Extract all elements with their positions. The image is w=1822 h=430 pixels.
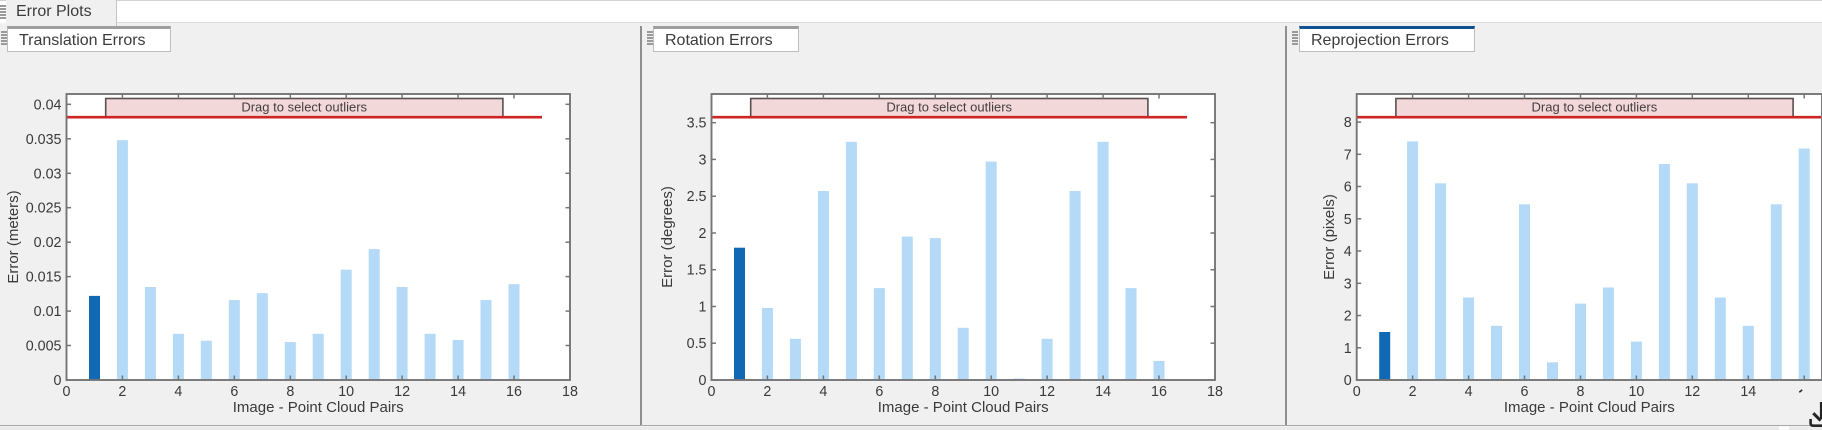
svg-text:8: 8 xyxy=(1577,384,1585,400)
svg-text:4: 4 xyxy=(1465,384,1473,400)
svg-text:16: 16 xyxy=(1151,384,1167,400)
svg-text:Error (pixels): Error (pixels) xyxy=(1321,194,1338,280)
svg-text:14: 14 xyxy=(450,384,466,400)
svg-text:18: 18 xyxy=(1207,384,1223,400)
svg-text:7: 7 xyxy=(1344,147,1352,163)
svg-text:Image - Point Cloud Pairs: Image - Point Cloud Pairs xyxy=(878,399,1049,416)
svg-text:Error (degrees): Error (degrees) xyxy=(659,186,676,288)
svg-text:0: 0 xyxy=(1353,384,1361,400)
svg-text:1: 1 xyxy=(1344,341,1352,357)
svg-text:0.005: 0.005 xyxy=(26,339,62,355)
svg-text:0: 0 xyxy=(699,373,707,389)
svg-text:0: 0 xyxy=(708,384,716,400)
svg-text:6: 6 xyxy=(230,384,238,400)
svg-text:4: 4 xyxy=(819,384,827,400)
svg-text:6: 6 xyxy=(1344,180,1352,196)
svg-text:10: 10 xyxy=(1628,384,1644,400)
svg-text:1: 1 xyxy=(699,300,707,316)
svg-text:2: 2 xyxy=(1409,384,1417,400)
svg-text:4: 4 xyxy=(174,384,182,400)
svg-text:2: 2 xyxy=(1344,309,1352,325)
svg-text:0.02: 0.02 xyxy=(34,235,62,251)
svg-text:6: 6 xyxy=(875,384,883,400)
svg-text:8: 8 xyxy=(931,384,939,400)
svg-text:0.015: 0.015 xyxy=(26,270,62,286)
svg-text:18: 18 xyxy=(562,384,578,400)
svg-text:3: 3 xyxy=(699,152,707,168)
svg-text:2.5: 2.5 xyxy=(687,189,707,205)
svg-text:0.025: 0.025 xyxy=(26,201,62,217)
svg-text:3: 3 xyxy=(1344,276,1352,292)
svg-text:2: 2 xyxy=(118,384,126,400)
svg-text:0.035: 0.035 xyxy=(26,132,62,148)
svg-text:0.03: 0.03 xyxy=(34,166,62,182)
svg-text:0: 0 xyxy=(54,373,62,389)
svg-text:5: 5 xyxy=(1344,212,1352,228)
svg-text:14: 14 xyxy=(1740,384,1756,400)
svg-text:Drag to select outliers: Drag to select outliers xyxy=(241,100,367,115)
svg-text:Image - Point Cloud Pairs: Image - Point Cloud Pairs xyxy=(233,399,404,416)
svg-text:0.01: 0.01 xyxy=(34,304,62,320)
svg-text:12: 12 xyxy=(1039,384,1055,400)
svg-text:0: 0 xyxy=(1344,373,1352,389)
svg-text:1.5: 1.5 xyxy=(687,263,707,279)
svg-text:10: 10 xyxy=(338,384,354,400)
svg-text:Image - Point Cloud Pairs: Image - Point Cloud Pairs xyxy=(1504,399,1675,416)
svg-text:2: 2 xyxy=(699,226,707,242)
svg-text:Drag to select outliers: Drag to select outliers xyxy=(886,100,1012,115)
svg-text:Error (meters): Error (meters) xyxy=(5,190,22,283)
svg-text:0.5: 0.5 xyxy=(687,336,707,352)
svg-text:12: 12 xyxy=(394,384,410,400)
svg-text:16: 16 xyxy=(506,384,522,400)
svg-text:3.5: 3.5 xyxy=(687,116,707,132)
svg-text:12: 12 xyxy=(1684,384,1700,400)
svg-text:8: 8 xyxy=(286,384,294,400)
svg-text:4: 4 xyxy=(1344,244,1352,260)
svg-text:6: 6 xyxy=(1521,384,1529,400)
svg-text:14: 14 xyxy=(1095,384,1111,400)
svg-text:Drag to select outliers: Drag to select outliers xyxy=(1532,100,1658,115)
svg-text:10: 10 xyxy=(983,384,999,400)
svg-text:8: 8 xyxy=(1344,115,1352,131)
svg-text:0: 0 xyxy=(63,384,71,400)
svg-text:0.04: 0.04 xyxy=(34,97,62,113)
svg-text:2: 2 xyxy=(763,384,771,400)
